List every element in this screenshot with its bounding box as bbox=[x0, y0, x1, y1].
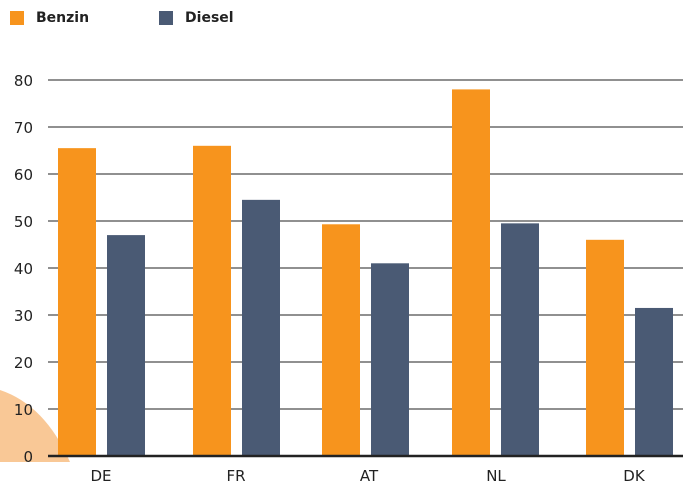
x-tick-label-nl: NL bbox=[486, 467, 506, 485]
y-tick-label-20: 20 bbox=[14, 354, 33, 372]
y-tick-label-50: 50 bbox=[14, 213, 33, 231]
bar-diesel-fr bbox=[242, 199, 280, 456]
bar-diesel-dk bbox=[635, 307, 673, 456]
bar-benzin-de bbox=[58, 148, 96, 456]
y-tick-label-80: 80 bbox=[14, 72, 33, 90]
legend-swatch-diesel bbox=[159, 11, 174, 25]
legend-label-benzin: Benzin bbox=[36, 10, 90, 26]
background-decoration bbox=[0, 390, 70, 462]
bar-diesel-nl bbox=[501, 223, 539, 456]
legend-label-diesel: Diesel bbox=[185, 10, 234, 26]
x-tick-label-fr: FR bbox=[226, 467, 245, 485]
bar-benzin-fr bbox=[193, 145, 231, 457]
y-tick-label-0: 0 bbox=[23, 448, 33, 466]
x-tick-label-de: DE bbox=[90, 467, 111, 485]
y-tick-label-30: 30 bbox=[14, 307, 33, 325]
legend-item-diesel: Diesel bbox=[159, 10, 234, 26]
x-tick-label-dk: DK bbox=[623, 467, 646, 485]
bar-benzin-nl bbox=[452, 89, 490, 457]
x-tick-label-at: AT bbox=[360, 467, 379, 485]
y-tick-label-70: 70 bbox=[14, 119, 33, 137]
y-tick-label-10: 10 bbox=[14, 401, 33, 419]
chart-legend: Benzin Diesel bbox=[10, 10, 304, 26]
bar-diesel-de bbox=[107, 235, 145, 456]
legend-swatch-benzin bbox=[10, 11, 24, 25]
legend-item-benzin: Benzin bbox=[10, 10, 89, 26]
bar-benzin-dk bbox=[586, 239, 624, 456]
y-tick-label-60: 60 bbox=[14, 166, 33, 184]
y-tick-label-40: 40 bbox=[14, 260, 33, 278]
bar-benzin-at bbox=[322, 224, 360, 456]
bar-diesel-at bbox=[371, 263, 409, 456]
